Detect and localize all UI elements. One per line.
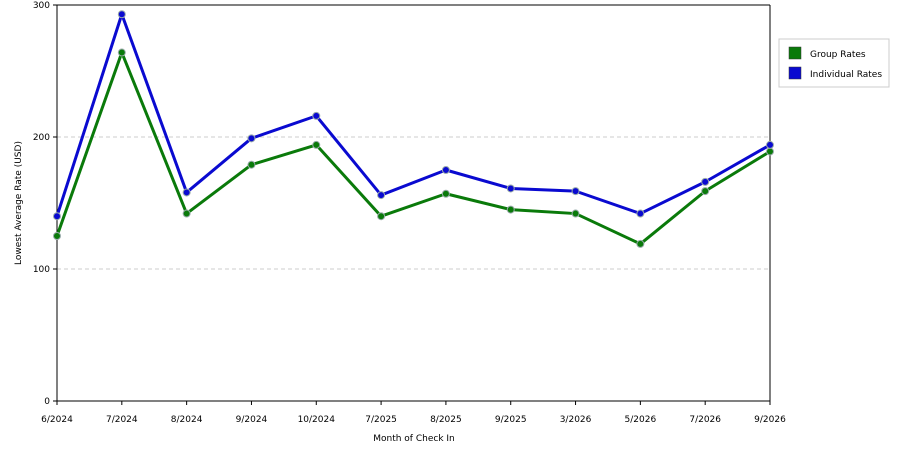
x-tick-label-5/2026: 5/2026 <box>625 415 657 425</box>
y-tick-label-300: 300 <box>33 1 50 11</box>
x-tick-label-3/2026: 3/2026 <box>560 415 592 425</box>
legend-swatch-individual-rates <box>788 66 802 80</box>
x-tick-label-7/2024: 7/2024 <box>106 415 138 425</box>
data-point-individual-rates-9 <box>636 209 645 218</box>
y-tick-label-100: 100 <box>33 265 50 275</box>
axes <box>56 4 771 402</box>
data-point-individual-rates-4 <box>312 111 321 120</box>
data-point-group-rates-0 <box>53 232 61 240</box>
data-point-individual-rates-2 <box>182 188 191 197</box>
x-tick-label-9/2026: 9/2026 <box>754 415 786 425</box>
data-point-group-rates-6 <box>441 189 450 198</box>
series <box>53 10 774 248</box>
x-axis-title: Month of Check In <box>373 434 455 444</box>
legend-label-individual-rates: Individual Rates <box>810 70 882 80</box>
legend-swatch-group-rates <box>788 46 802 60</box>
data-point-group-rates-8 <box>571 209 580 218</box>
x-tick-label-9/2024: 9/2024 <box>236 415 268 425</box>
data-point-individual-rates-5 <box>377 191 386 200</box>
data-point-group-rates-7 <box>506 205 515 214</box>
data-point-group-rates-9 <box>636 239 645 248</box>
series-line-group-rates <box>55 51 771 246</box>
data-point-group-rates-11 <box>766 147 774 156</box>
y-tick-label-0: 0 <box>44 397 50 407</box>
y-tick-label-200: 200 <box>33 133 50 143</box>
data-point-group-rates-1 <box>117 48 126 57</box>
data-point-individual-rates-6 <box>441 166 450 174</box>
legend: Group Rates Individual Rates <box>778 38 890 88</box>
x-tick-label-7/2026: 7/2026 <box>689 415 721 425</box>
x-tick-label-9/2025: 9/2025 <box>495 415 527 425</box>
x-tick-label-6/2024: 6/2024 <box>41 415 73 425</box>
data-point-individual-rates-1 <box>117 10 126 19</box>
x-tick-label-10/2024: 10/2024 <box>298 415 336 425</box>
x-tick-label-8/2024: 8/2024 <box>171 415 203 425</box>
data-point-group-rates-4 <box>312 140 321 149</box>
data-point-individual-rates-11 <box>766 140 774 149</box>
x-tick-label-7/2025: 7/2025 <box>365 415 397 425</box>
data-point-individual-rates-7 <box>506 184 515 193</box>
data-point-individual-rates-3 <box>247 134 256 143</box>
data-point-individual-rates-0 <box>53 212 61 221</box>
data-point-group-rates-10 <box>701 187 710 196</box>
data-point-individual-rates-8 <box>571 187 580 196</box>
x-tick-label-8/2025: 8/2025 <box>430 415 462 425</box>
legend-label-group-rates: Group Rates <box>810 50 866 60</box>
y-ticks: 0 100 200 300 <box>33 1 57 407</box>
series-line-individual-rates <box>55 12 771 217</box>
y-axis-title: Lowest Average Rate (USD) <box>14 141 24 265</box>
data-point-group-rates-5 <box>377 212 386 221</box>
data-point-group-rates-3 <box>247 160 256 169</box>
x-ticks: 6/2024 7/2024 8/2024 9/2024 10/2024 7/2025 8/2… <box>41 401 786 425</box>
data-point-individual-rates-10 <box>701 177 710 186</box>
data-point-group-rates-2 <box>182 209 191 218</box>
